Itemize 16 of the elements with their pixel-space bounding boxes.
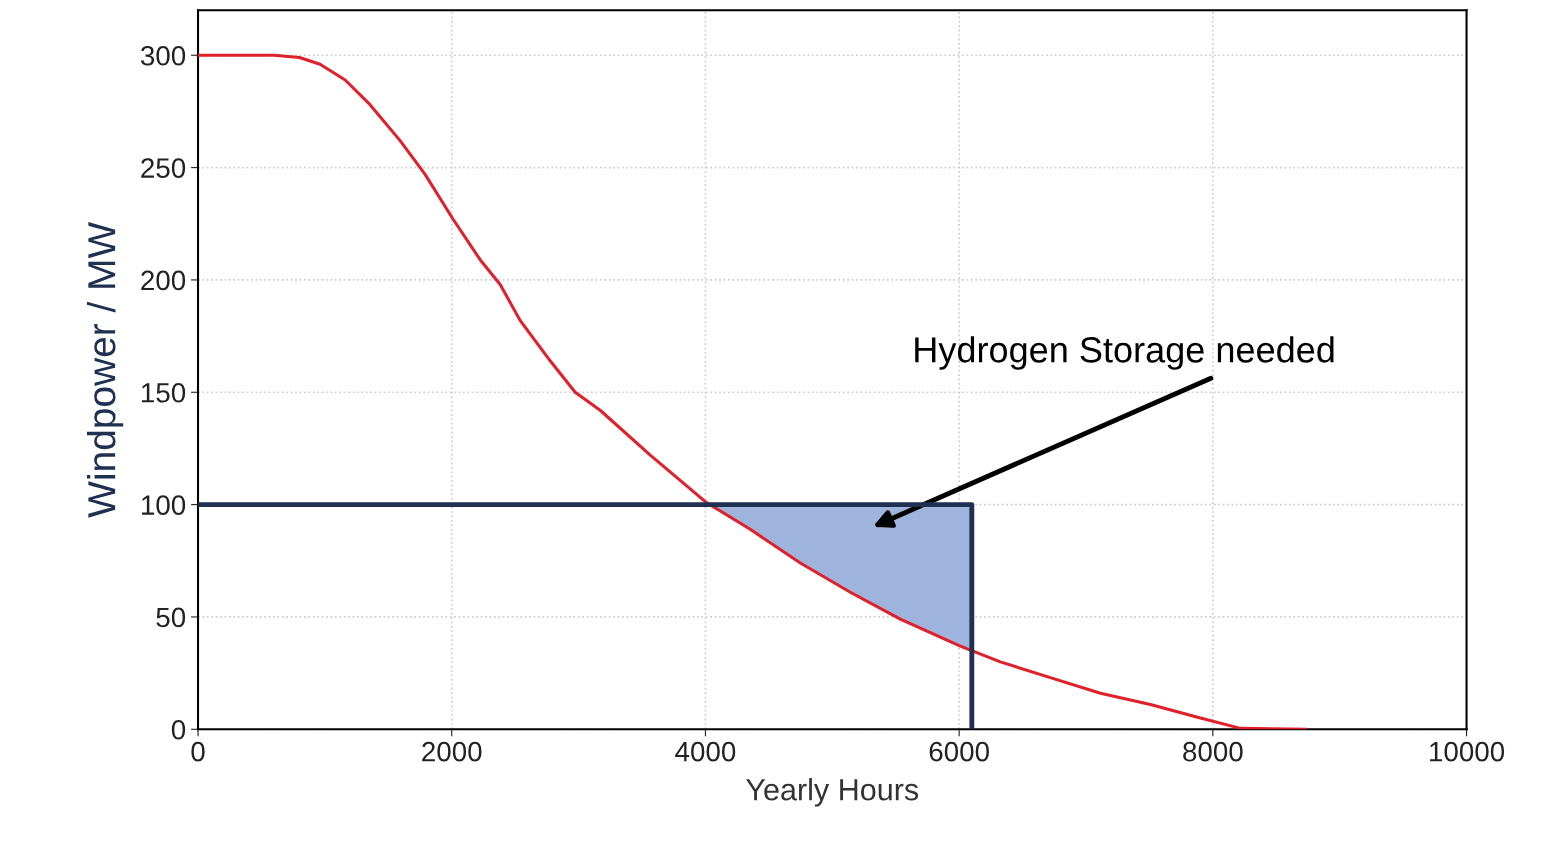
- x-tick-label: 2000: [422, 741, 482, 762]
- y-tick-label: 0: [171, 719, 186, 740]
- y-tick-label: 100: [141, 495, 186, 515]
- y-tick-label: 300: [140, 45, 186, 66]
- x-axis-title: Yearly Hours: [746, 778, 919, 807]
- x-tick-label: 6000: [929, 741, 989, 762]
- y-axis-title: Windpower / MW: [86, 221, 124, 518]
- y-tick-label: 50: [156, 607, 186, 628]
- x-tick-label: 8000: [1183, 741, 1243, 762]
- x-tick-label: 0: [191, 741, 205, 762]
- x-tick-label: 4000: [675, 741, 736, 762]
- y-tick-label: 250: [141, 158, 186, 178]
- y-tick-label: 200: [141, 270, 186, 291]
- annotation: Hydrogen Storage needed: [915, 336, 1334, 370]
- x-tick-label: 10000: [1430, 741, 1505, 762]
- y-tick-label: 150: [141, 382, 186, 403]
